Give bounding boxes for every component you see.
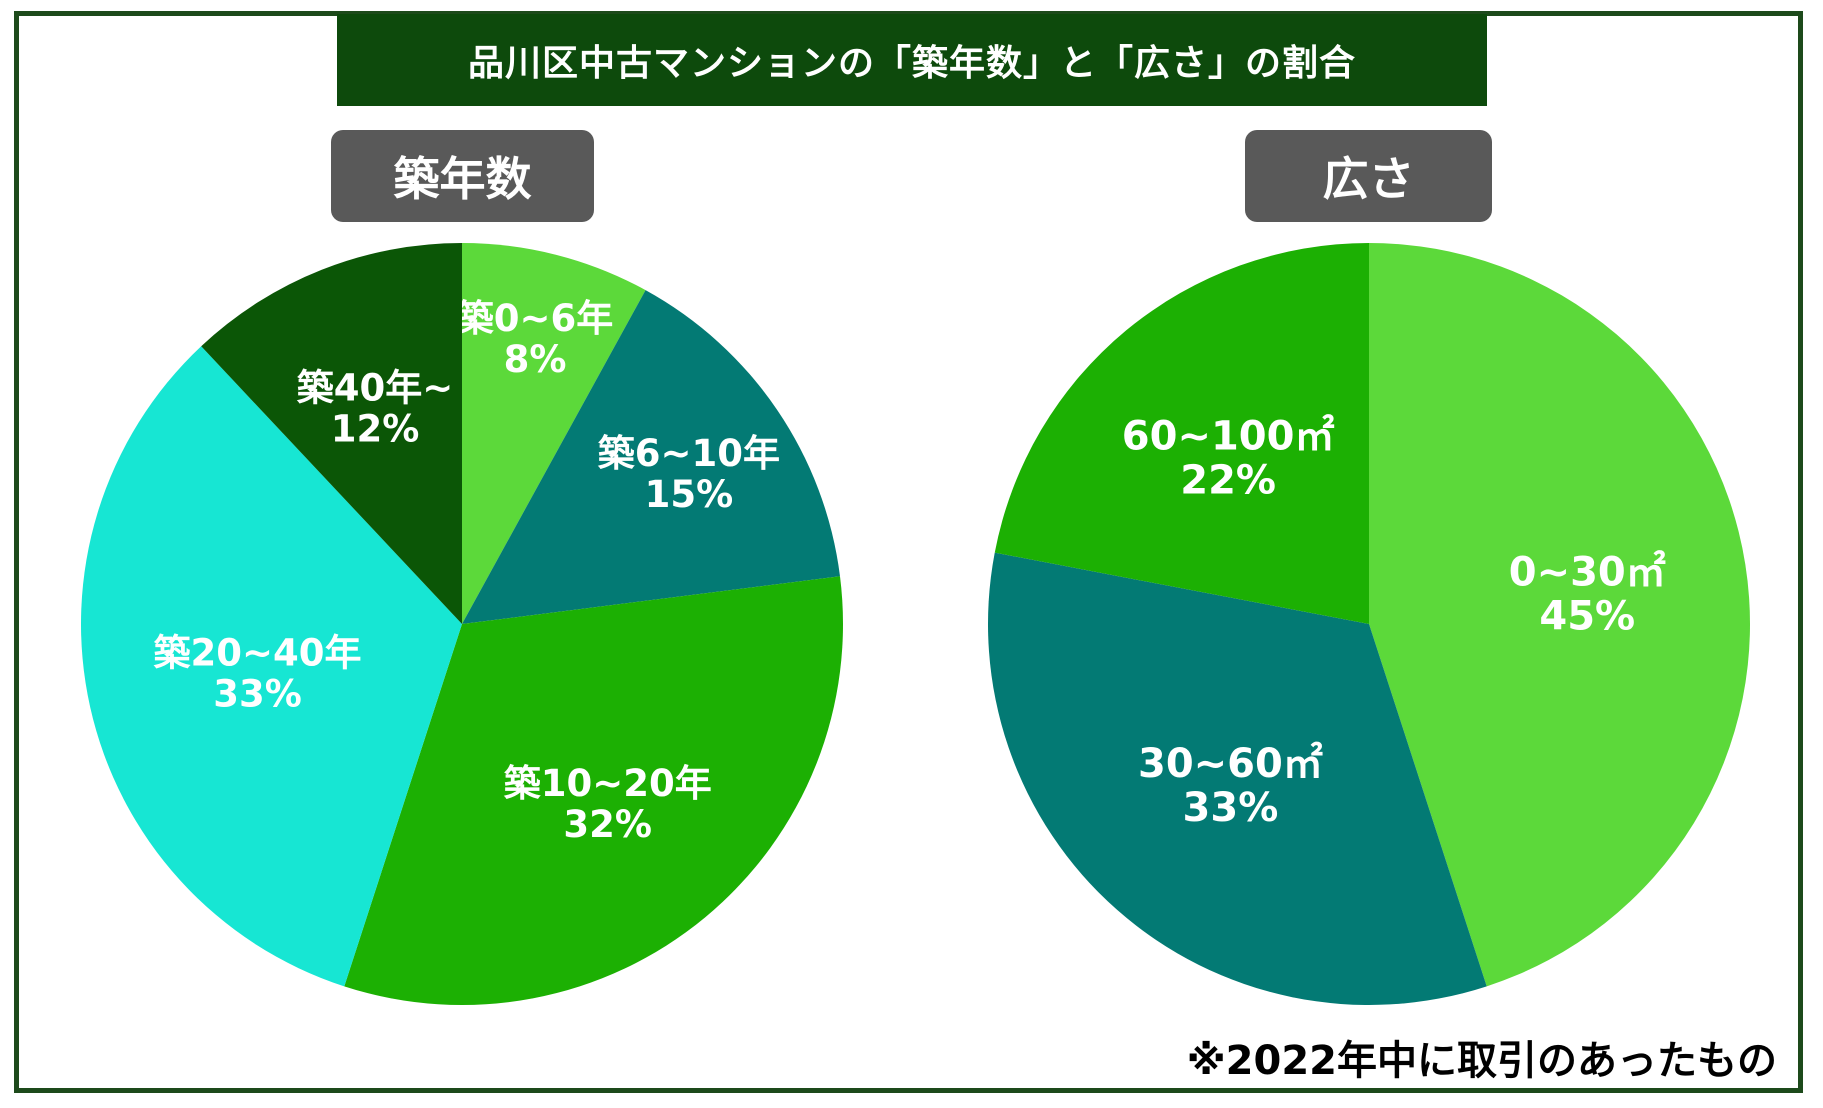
slice-percent: 33%: [1183, 785, 1279, 831]
pie-slice: [987, 552, 1487, 1005]
slice-label: 築10~20年: [504, 762, 712, 805]
pie-slice: [80, 346, 462, 987]
slice-label: 0~30㎡: [1509, 549, 1666, 595]
slice-label: 築40年~: [297, 366, 454, 409]
chart-title: 品川区中古マンションの「築年数」と「広さ」の割合: [337, 14, 1487, 106]
slice-percent: 32%: [563, 803, 652, 846]
pie-slice: [1369, 243, 1751, 987]
pie-title-age: 築年数: [331, 130, 594, 222]
slice-label: 30~60㎡: [1138, 741, 1323, 787]
pie-slice: [462, 243, 646, 624]
footnote: ※2022年中に取引のあったもの: [1186, 1038, 1777, 1084]
pie-slice: [994, 243, 1369, 624]
slice-label: 築0~6年: [457, 297, 614, 340]
slice-label: 60~100㎡: [1122, 414, 1335, 460]
pie-slice: [344, 576, 844, 1006]
slice-percent: 15%: [645, 473, 734, 516]
pie-slice: [201, 243, 462, 624]
slice-label: 築20~40年: [154, 632, 362, 675]
slice-label: 築6~10年: [598, 432, 780, 475]
slice-percent: 12%: [331, 407, 420, 450]
pie-slice: [462, 290, 840, 624]
slice-percent: 8%: [504, 338, 567, 381]
slice-percent: 22%: [1180, 458, 1276, 504]
pie-title-size: 広さ: [1245, 130, 1492, 222]
slice-percent: 45%: [1539, 593, 1635, 639]
slice-percent: 33%: [213, 673, 302, 716]
